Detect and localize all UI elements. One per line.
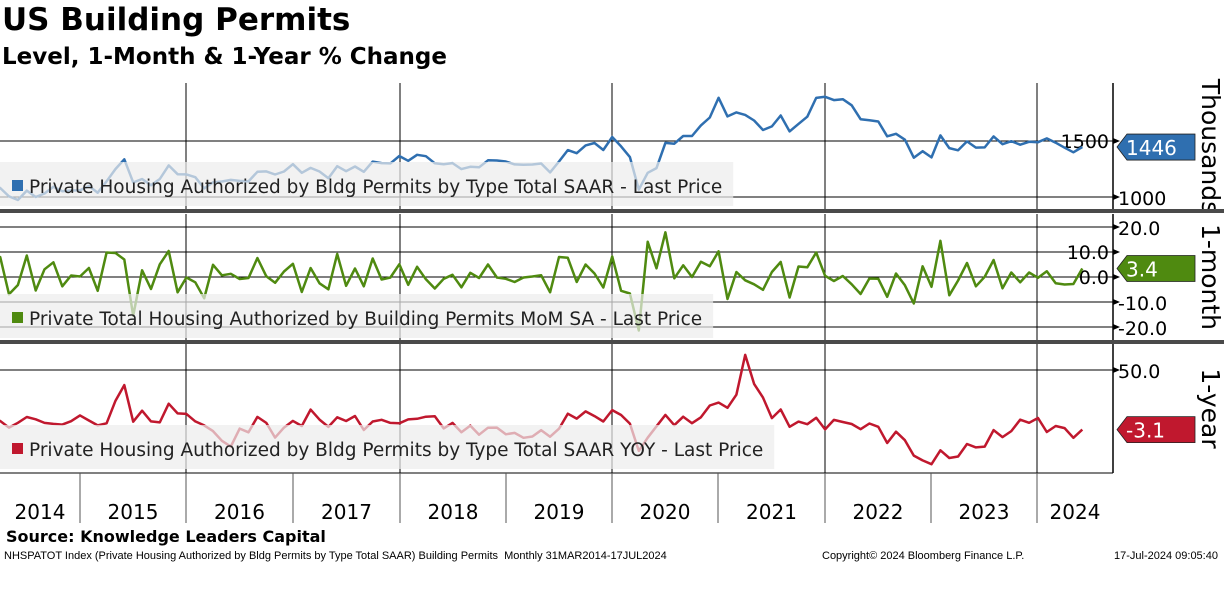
tick-mark (1113, 194, 1120, 200)
tick-mark (1113, 299, 1120, 305)
legend-box (0, 425, 775, 469)
last-value-label: 3.4 (1126, 258, 1158, 282)
legend-swatch (12, 180, 23, 191)
panel-separator (0, 340, 1224, 344)
tick-mark (1113, 224, 1120, 230)
tick-mark (1113, 274, 1120, 280)
legend-swatch (12, 312, 23, 323)
legend-box (0, 162, 734, 206)
x-tick-label: 2019 (534, 500, 585, 524)
x-tick-label: 2018 (428, 500, 479, 524)
legend-level: Private Housing Authorized by Bldg Permi… (0, 162, 734, 206)
tick-mark (1113, 324, 1120, 330)
y-tick-label: 50.0 (1118, 361, 1160, 383)
legend-label: Private Housing Authorized by Bldg Permi… (29, 440, 763, 461)
panel-mom: 20.0 10.0 0.0 -10.0 -20.0 Private Total Housi… (0, 214, 1224, 340)
y-tick-label: 20.0 (1118, 218, 1160, 240)
axis-title: 1-year (1196, 368, 1224, 449)
legend-box (0, 294, 714, 338)
footer-description: NHSPATOT Index (Private Housing Authoriz… (4, 550, 667, 562)
last-value-label: 1446 (1126, 136, 1177, 160)
chart-subtitle: Level, 1-Month & 1-Year % Change (2, 44, 447, 70)
last-value-flag (1116, 133, 1196, 161)
footer-timestamp: 17-Jul-2024 09:05:40 (1114, 550, 1218, 562)
y-tick-label: -10.0 (1118, 293, 1167, 315)
axis-title: Thousands (1196, 78, 1224, 214)
axis-title: 1-month (1196, 224, 1224, 330)
x-tick-label: 2015 (108, 500, 159, 524)
x-tick-label: 2021 (746, 500, 797, 524)
panel-separator (0, 209, 1224, 213)
legend-swatch (12, 443, 23, 454)
x-tick-label: 2022 (853, 500, 904, 524)
chart-area: 1500 1000 Private Housing Authorized by Bl… (0, 78, 1224, 524)
x-tick-label: 2024 (1050, 500, 1101, 524)
source-note: Source: Knowledge Leaders Capital (6, 527, 326, 546)
y-tick-label: 0.0 (1079, 267, 1109, 289)
footer-copyright: Copyright© 2024 Bloomberg Finance L.P. (822, 550, 1025, 562)
y-tick-label: -20.0 (1118, 318, 1167, 340)
x-axis: 2014 2015 2016 2017 2018 2019 2020 2021 2022 2023… (15, 473, 1101, 524)
footer: NHSPATOT Index (Private Housing Authoriz… (4, 550, 1222, 598)
last-value-flag (1116, 255, 1196, 282)
chart-title: US Building Permits (2, 2, 351, 38)
panel-level: 1500 1000 Private Housing Authorized by Bl… (0, 78, 1224, 214)
y-tick-label: 10.0 (1067, 242, 1109, 264)
y-tick-label: 1500 (1061, 131, 1109, 153)
series-line-mom (0, 231, 1084, 332)
last-value-flag (1116, 416, 1196, 444)
panel-yoy: 50.0 Private Housing Authorized by Bldg P… (0, 344, 1224, 473)
x-tick-label: 2016 (214, 500, 265, 524)
legend-mom: Private Total Housing Authorized by Buil… (0, 294, 714, 338)
legend-label: Private Total Housing Authorized by Buil… (29, 309, 702, 330)
x-tick-label: 2014 (15, 500, 66, 524)
y-tick-label: 1000 (1118, 188, 1166, 210)
x-tick-label: 2020 (640, 500, 691, 524)
tick-mark (1113, 138, 1120, 144)
x-tick-label: 2017 (321, 500, 372, 524)
tick-mark (1113, 249, 1120, 255)
x-tick-label: 2023 (959, 500, 1010, 524)
last-value-label: -3.1 (1126, 419, 1165, 443)
tick-mark (1113, 367, 1120, 373)
legend-label: Private Housing Authorized by Bldg Permi… (29, 177, 722, 198)
legend-yoy: Private Housing Authorized by Bldg Permi… (0, 425, 775, 469)
